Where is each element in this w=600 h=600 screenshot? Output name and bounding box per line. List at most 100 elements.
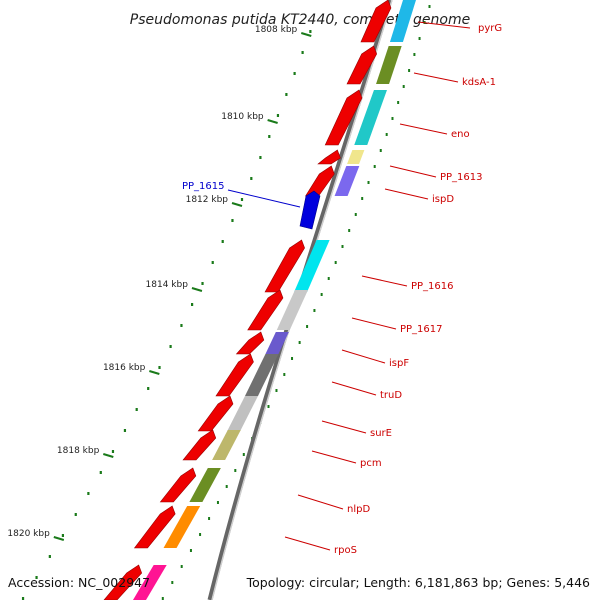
inner-track-dot — [413, 53, 416, 56]
gene-label[interactable]: pcm — [360, 458, 382, 469]
kbp-scale: 1808 kbp 1810 kbp 1812 kbp 1814 kbp 1816 kbp… — [7, 25, 312, 541]
track-dot — [259, 156, 262, 159]
kbp-label: 1816 kbp — [103, 363, 146, 373]
track-dot — [190, 303, 194, 306]
inner-track-dot — [379, 149, 382, 152]
inner-track-dot — [189, 549, 192, 552]
track-dot — [276, 114, 280, 117]
track-dot — [87, 492, 90, 495]
inner-track-dot — [275, 389, 278, 392]
kbp-tick — [267, 119, 278, 124]
reverse-cds-feature — [299, 190, 321, 230]
inner-track-dot — [391, 117, 394, 120]
track-dot — [268, 135, 271, 138]
track-dot — [158, 366, 161, 369]
cds-feature — [264, 239, 305, 293]
gene-label[interactable]: PP_1617 — [400, 324, 443, 335]
gene-features — [103, 0, 416, 600]
inner-track-dot — [283, 373, 286, 376]
kbp-label: 1814 kbp — [146, 280, 189, 290]
leader-line — [284, 536, 331, 551]
leader-line — [417, 21, 471, 29]
track-dot — [309, 30, 312, 33]
leader-line — [311, 450, 357, 464]
kbp-label: 1812 kbp — [186, 195, 229, 205]
kbp-tick — [300, 32, 312, 37]
gene-label[interactable]: kdsA-1 — [462, 77, 496, 88]
inner-track-dot — [428, 5, 431, 8]
track-dot — [74, 513, 77, 516]
kbp-label: 1808 kbp — [255, 25, 298, 35]
inner-track-dot — [180, 565, 183, 568]
track-dot — [240, 198, 244, 201]
track-dot — [211, 261, 214, 264]
inner-track-dot — [418, 37, 421, 40]
leader-line — [341, 349, 386, 364]
cds-feature — [317, 149, 341, 165]
leader-line — [321, 420, 367, 434]
kbp-tick — [231, 202, 243, 207]
inner-track-dot — [327, 277, 330, 280]
inner-track-dot — [320, 293, 323, 296]
leader-line — [227, 189, 301, 208]
inner-track-dot — [298, 341, 301, 344]
inner-track-dot — [242, 453, 245, 456]
track-dot — [123, 429, 127, 432]
gene-label[interactable]: rpoS — [334, 545, 357, 556]
gene-label[interactable]: pyrG — [478, 23, 502, 34]
inner-track-dot — [161, 597, 164, 600]
inner-track-dot — [367, 181, 370, 184]
gene-block — [354, 90, 387, 145]
track-dot — [99, 471, 102, 474]
gene-label[interactable]: ispF — [389, 358, 409, 369]
gene-label[interactable]: nlpD — [347, 504, 370, 515]
cds-feature — [215, 353, 254, 397]
cds-feature — [235, 331, 265, 355]
gene-block — [334, 166, 360, 196]
topology-text: Topology: circular; Length: 6,181,863 bp… — [246, 575, 590, 590]
leader-line — [361, 275, 408, 287]
inner-track-dot — [408, 69, 411, 72]
track-dot — [21, 597, 25, 600]
gene-label-layer: pyrG kdsA-1 eno PP_1613 ispD PP_1615 PP_1616 PP… — [182, 21, 502, 556]
gene-label[interactable]: PP_1616 — [411, 281, 454, 292]
cds-feature — [360, 0, 392, 43]
gene-block — [133, 565, 167, 600]
track-dot — [180, 324, 183, 327]
leader-line — [389, 165, 437, 178]
inner-track-dot — [216, 501, 219, 504]
gene-block — [265, 332, 289, 354]
inner-track-dot — [267, 405, 270, 408]
inner-track-dot — [234, 469, 237, 472]
inner-track-dot — [361, 197, 364, 200]
gene-label[interactable]: PP_1613 — [440, 172, 483, 183]
track-dot — [201, 282, 204, 285]
cds-feature — [133, 505, 176, 549]
gene-label[interactable]: truD — [380, 390, 402, 401]
inner-track-dot — [348, 229, 351, 232]
kbp-tick — [149, 370, 160, 375]
gene-block — [189, 468, 221, 502]
track-dot — [250, 177, 253, 180]
inner-tick-track — [161, 5, 431, 600]
gene-label[interactable]: eno — [451, 129, 470, 140]
track-dot — [231, 219, 234, 222]
kbp-tick — [103, 453, 114, 458]
gene-label[interactable]: ispD — [432, 194, 454, 205]
cds-feature — [103, 564, 143, 600]
inner-track-dot — [334, 261, 337, 264]
cds-feature — [159, 467, 197, 503]
kbp-label: 1818 kbp — [57, 446, 100, 456]
leader-line — [384, 188, 429, 200]
leader-line — [331, 381, 377, 396]
leader-line — [399, 123, 448, 135]
inner-track-dot — [171, 581, 174, 584]
track-dot — [293, 72, 296, 75]
gene-label[interactable]: surE — [370, 428, 392, 439]
tick-track — [21, 30, 312, 600]
gene-label[interactable]: PP_1615 — [182, 181, 225, 192]
track-dot — [35, 576, 38, 579]
track-dot — [169, 345, 172, 348]
inner-track-dot — [291, 357, 294, 360]
kbp-tick — [53, 536, 65, 541]
